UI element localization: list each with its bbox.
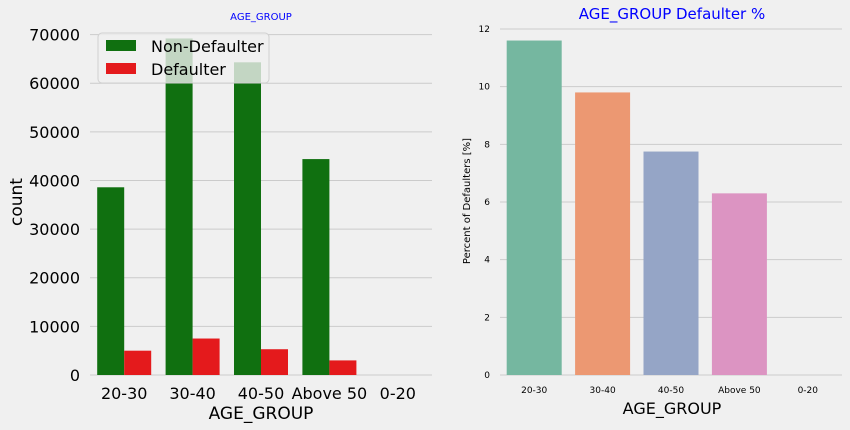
count-x-tick-label: 40-50 [238,384,285,403]
count-x-tick-label: 20-30 [101,384,148,403]
count-y-axis-label: count [7,178,27,226]
percent-y-tick-label: 12 [479,25,490,35]
percent-bar [506,40,562,376]
percent-y-tick-label: 4 [484,256,490,266]
percent-bar [711,193,767,375]
percent-chart: 0 2 4 6 8 10 12 20-30 30-40 40-50 Above 50 0-20 AG… [462,5,842,419]
count-bar-defaulter [329,360,357,375]
count-bar-defaulter [124,350,152,375]
percent-bar [643,151,699,375]
count-y-tick-labels: 0 10000 20000 30000 40000 50000 60000 70000 [29,26,80,385]
count-bar-defaulter [261,349,288,375]
legend-swatch-defaulter [106,63,136,74]
count-bar-defaulter [192,338,220,375]
count-y-tick-label: 20000 [29,269,80,288]
count-chart-title: AGE_GROUP [230,12,292,23]
percent-y-tick-labels: 0 2 4 6 8 10 12 [479,25,491,381]
count-y-tick-label: 60000 [29,74,80,93]
percent-x-axis-label: AGE_GROUP [623,399,722,419]
count-y-tick-label: 40000 [29,171,80,190]
legend-frame [97,32,270,84]
percent-y-tick-label: 0 [484,371,490,381]
percent-y-tick-label: 6 [484,198,490,208]
count-bar-non-defaulter [234,62,261,375]
count-bars [97,38,357,375]
count-x-axis-label: AGE_GROUP [209,404,314,424]
percent-bars [506,40,767,376]
percent-x-tick-label: 0-20 [798,386,819,396]
count-x-tick-label: Above 50 [292,384,368,403]
count-y-tick-label: 70000 [29,26,80,45]
count-y-tick-label: 10000 [29,317,80,336]
legend-swatch-non-defaulter [106,40,136,51]
count-bar-non-defaulter [165,38,193,375]
count-bar-non-defaulter [302,159,330,375]
count-bar-non-defaulter [97,187,125,375]
count-y-tick-label: 50000 [29,123,80,142]
percent-y-axis-label: Percent of Defaulters [%] [462,138,473,264]
count-x-tick-labels: 20-30 30-40 40-50 Above 50 0-20 [101,384,416,403]
count-y-tick-label: 0 [70,366,80,385]
percent-x-tick-label: 30-40 [590,386,616,396]
count-legend: Non-Defaulter Defaulter [97,32,270,84]
percent-x-tick-label: Above 50 [718,386,761,396]
count-x-tick-label: 0-20 [380,384,416,403]
percent-x-tick-label: 20-30 [521,386,547,396]
percent-bar [575,92,631,375]
legend-label-non-defaulter: Non-Defaulter [151,37,264,56]
percent-x-tick-label: 40-50 [658,386,684,396]
legend-label-defaulter: Defaulter [151,60,226,79]
percent-y-tick-label: 10 [479,83,491,93]
percent-chart-title: AGE_GROUP Defaulter % [579,5,765,24]
percent-y-tick-label: 2 [484,313,490,323]
count-y-tick-label: 30000 [29,220,80,239]
count-x-tick-label: 30-40 [169,384,216,403]
percent-x-tick-labels: 20-30 30-40 40-50 Above 50 0-20 [521,386,818,396]
count-chart: 0 10000 20000 30000 40000 50000 60000 70000 20-… [7,12,432,424]
percent-y-tick-label: 8 [484,140,490,150]
